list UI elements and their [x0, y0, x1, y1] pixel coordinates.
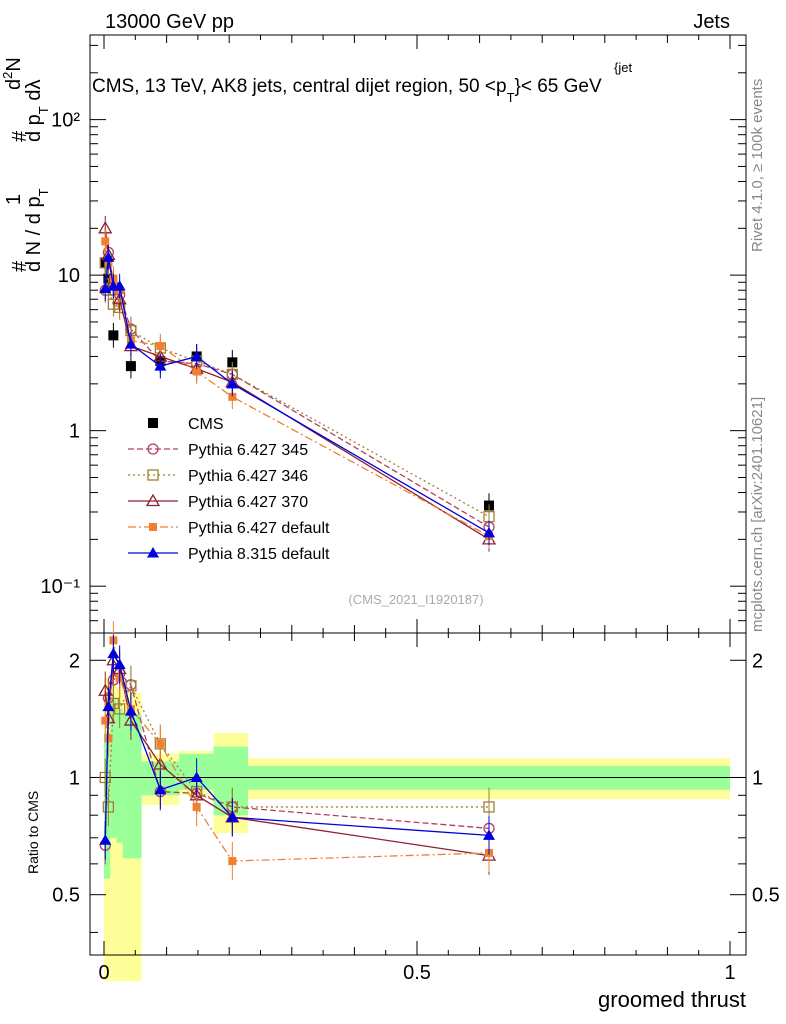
y-title-part-2: 1: [3, 194, 25, 205]
chart-title: CMS, 13 TeV, AK8 jets, central dijet reg…: [92, 76, 602, 105]
ratio-panel: 0 0.5 1 0.5 0.5 1 1 2 2: [52, 621, 780, 984]
y-tick-label-ratio: 2: [69, 650, 80, 672]
legend-pythia-8-315-default-marker: [147, 547, 159, 558]
series-pythia-6-427-default-ratio-point: [104, 734, 113, 743]
series-pythia-8-315-default-point: [482, 526, 495, 538]
series-pythia-6-427-default-point: [101, 237, 110, 246]
series-pythia-8-315-default-point: [190, 350, 203, 361]
series-pythia-8-315-default-point: [154, 360, 167, 371]
series-pythia-6-427-default-ratio-point: [156, 739, 165, 748]
series-pythia-6-427-346-ratio-point: [99, 771, 111, 784]
y-tick-label-ratio-right: 2: [752, 650, 763, 672]
legend-pythia-6-427-345-label: Pythia 6.427 345: [188, 442, 308, 459]
series-pythia-8-315-default-ratio-point: [190, 771, 203, 782]
y-tick-label-ratio-right: 0.5: [752, 885, 780, 907]
series-pythia-8-315-default-ratio-point: [107, 647, 120, 659]
band-inner-0: [104, 733, 111, 879]
series-pythia-6-427-default-point: [156, 342, 165, 351]
legend-pythia-8-315-default-label: Pythia 8.315 default: [188, 546, 330, 563]
y-tick-label-ratio: 0.5: [52, 885, 80, 907]
ratio-frame: [89, 632, 747, 956]
series-pythia-6-427-346-ratio-point: [483, 801, 495, 813]
series-pythia-8-315-default-point: [113, 280, 126, 291]
y-title-part-5: d2N: [0, 57, 25, 90]
main-panel: 10⁻¹ 1 10 10²: [41, 34, 747, 634]
y-axis-title: # 1 d N / d pT # d2N d pT dλ: [0, 57, 51, 272]
series-pythia-8-315-default-point: [102, 251, 115, 262]
series-pythia-6-427-default-ratio-point: [192, 802, 201, 811]
legend-cms-marker: [148, 418, 158, 428]
series-pythia-8-315-default-ratio-point: [124, 705, 137, 716]
series-pythia-8-315-default-ratio-point: [102, 700, 115, 712]
series-pythia-6-427-default-point: [192, 367, 201, 376]
legend: CMS Pythia 6.427 345 Pythia 6.427 346 Pythi…: [128, 416, 330, 563]
legend-pythia-6-427-default-marker: [149, 523, 157, 531]
series-pythia-6-427-345-line: [104, 252, 490, 528]
legend-cms-label: CMS: [188, 416, 224, 433]
y-title-part-4: #: [9, 130, 31, 142]
x-tick-label: 0.5: [403, 962, 431, 984]
x-axis-title: groomed thrust: [598, 987, 746, 1012]
band-inner-6: [213, 746, 248, 816]
x-tick-label: 0: [98, 962, 109, 984]
x-tick-label: 1: [724, 962, 735, 984]
y-title-part-6: d pT dλ: [23, 80, 51, 142]
watermark: (CMS_2021_I1920187): [348, 592, 483, 607]
series-pythia-6-427-346-ratio-point: [114, 703, 126, 715]
legend-pythia-6-427-346-marker: [147, 469, 159, 481]
series-pythia-8-315-default-ratio-point: [113, 658, 126, 670]
series-pythia-8-315-default-line: [104, 257, 490, 534]
series-pythia-6-427-default-ratio-point: [101, 716, 110, 725]
y-tick-label-ratio: 1: [69, 767, 80, 789]
y-title-part-1: #: [9, 260, 31, 272]
legend-pythia-6-427-default-label: Pythia 6.427 default: [188, 520, 330, 537]
side-label-bottom: mcplots.cern.ch [arXiv:2401.10621]: [749, 397, 766, 632]
y-tick-label-ratio-right: 1: [752, 767, 763, 789]
series-pythia-6-427-346-ratio-point: [102, 801, 115, 813]
y-title-part-3: d N / d pT: [23, 188, 51, 272]
legend-pythia-6-427-346-label: Pythia 6.427 346: [188, 468, 308, 485]
header-right: Jets: [693, 11, 730, 33]
y-tick-label-main: 10²: [51, 110, 80, 132]
series-pythia-6-427-370-ratio-point: [153, 757, 168, 770]
y-tick-label-main: 10⁻¹: [41, 576, 81, 598]
band-inner-1: [110, 698, 117, 838]
series-pythia-8-315-default-ratio-point: [99, 834, 112, 845]
series-pythia-6-427-default-line: [104, 241, 490, 537]
series-pythia-8-315-default-ratio-point: [226, 811, 239, 822]
chart-title-superscript: {jet: [614, 60, 632, 75]
series-pythia-8-315-default-ratio-point: [154, 783, 167, 795]
band-inner-3: [122, 714, 142, 859]
series-cms-point: [125, 361, 136, 372]
series-pythia-8-315-default-ratio-point: [482, 829, 495, 840]
legend-pythia-6-427-345-marker: [147, 443, 159, 455]
legend-pythia-6-427-370-label: Pythia 6.427 370: [188, 494, 308, 511]
main-frame: [89, 34, 747, 634]
series-pythia-6-427-default-ratio-point: [228, 857, 237, 866]
series-pythia-8-315-default-point: [124, 338, 137, 349]
y-tick-label-main: 1: [69, 421, 80, 443]
legend-pythia-6-427-370-marker: [145, 493, 161, 507]
ratio-y-title: Ratio to CMS: [25, 791, 41, 874]
series-pythia-6-427-default-ratio-line: [104, 640, 490, 862]
series-cms-point: [108, 330, 119, 341]
series-pythia-6-427-default-point: [228, 392, 237, 401]
side-label-top: Rivet 4.1.0, ≥ 100k events: [749, 79, 766, 252]
y-tick-label-main: 10: [58, 265, 80, 287]
series-pythia-8-315-default-point: [226, 377, 239, 389]
header-left: 13000 GeV pp: [105, 11, 234, 33]
band-inner-2: [116, 708, 123, 843]
